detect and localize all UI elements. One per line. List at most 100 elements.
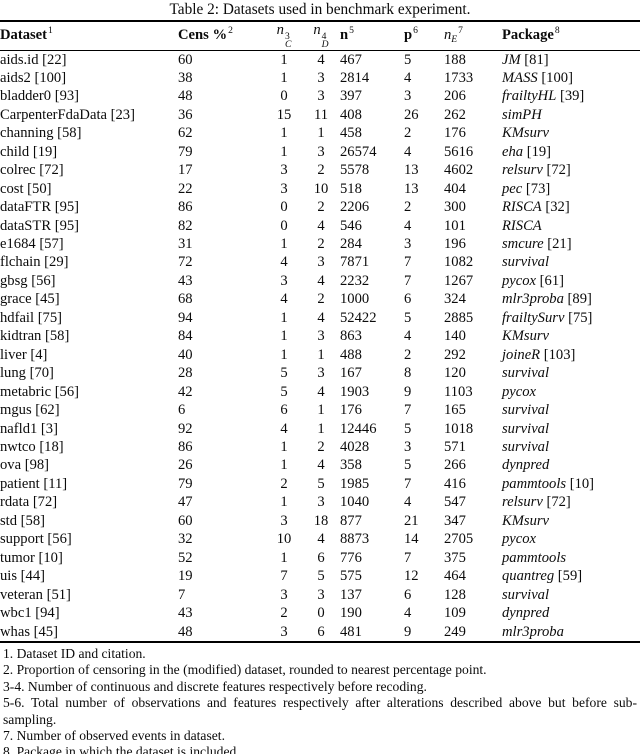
cell-nc: 3	[280, 272, 288, 289]
cell-nc: 1	[280, 69, 288, 86]
cell-package: relsurv [72]	[502, 162, 571, 179]
col-header-n: n5	[340, 21, 404, 51]
cell-p: 2	[404, 125, 412, 142]
cell-nc: 1	[280, 236, 288, 253]
cell-dataset: grace [45]	[0, 291, 60, 308]
cell-ne: 206	[444, 88, 466, 105]
cell-dataset: aids.id [22]	[0, 51, 67, 68]
cell-cens: 48	[178, 623, 193, 640]
package-name: KMsurv	[502, 125, 550, 142]
cell-nc: 1	[280, 457, 288, 474]
cell-package: pycox [61]	[502, 272, 564, 289]
cell-cens: 48	[178, 88, 193, 105]
package-name: frailtySurv	[502, 309, 565, 326]
cell-package: survival	[502, 364, 640, 382]
cell-nd: 2	[317, 291, 325, 308]
cell-nd: 2	[317, 439, 325, 456]
cell-cens: 84	[178, 328, 193, 345]
cell-p: 9	[404, 383, 412, 400]
package-name: pec	[502, 180, 523, 197]
cell-p: 4	[404, 69, 412, 86]
cell-cens: 92	[178, 420, 193, 437]
cell-dataset: cost [50]	[0, 180, 52, 197]
cell-package: JM [81]	[502, 51, 549, 68]
cell-n: 190	[340, 605, 362, 622]
cell-p: 8	[404, 365, 412, 382]
cell-nc: 0	[280, 217, 288, 234]
cell-ne: 416	[444, 475, 466, 492]
cell-nc: 1	[280, 125, 288, 142]
cell-n: 575	[340, 568, 362, 585]
cell-cens: 32	[178, 531, 193, 548]
cell-n: 26574	[340, 143, 377, 160]
cell-p: 12	[404, 568, 419, 585]
table-row: tumor [10] 52 1 6 776 7 375 pammtools	[0, 549, 640, 567]
cell-p: 4	[404, 605, 412, 622]
cell-nd: 3	[317, 494, 325, 511]
cell-p: 7	[404, 254, 412, 271]
cell-p: 6	[404, 291, 412, 308]
cell-nd: 4	[317, 217, 325, 234]
cell-nd: 4	[317, 51, 325, 68]
cell-cens: 7	[178, 586, 186, 603]
cell-cens: 68	[178, 291, 193, 308]
cell-nd: 1	[317, 420, 325, 437]
package-name: simPH	[502, 106, 542, 123]
cell-package: mlr3proba	[502, 623, 640, 642]
cell-nc: 4	[280, 420, 288, 437]
cell-nd: 10	[313, 180, 329, 197]
cell-nc: 3	[280, 623, 288, 640]
table-row: std [58] 60 3 18 877 21 347 KMsurv	[0, 512, 640, 530]
cell-p: 21	[404, 512, 419, 529]
cell-dataset: uis [44]	[0, 568, 45, 585]
package-name: relsurv	[502, 494, 543, 511]
cell-ne: 165	[444, 402, 466, 419]
cell-ne: 176	[444, 125, 466, 142]
cell-dataset: std [58]	[0, 512, 45, 529]
cell-n: 863	[340, 328, 362, 345]
table-row: nwtco [18] 86 1 2 4028 3 571 survival	[0, 438, 640, 456]
cell-n: 176	[340, 402, 362, 419]
cell-dataset: channing [58]	[0, 125, 82, 142]
cell-nc: 1	[280, 328, 288, 345]
cell-package: pycox	[502, 383, 640, 401]
package-name: RISCA	[502, 199, 542, 216]
cell-ne: 347	[444, 512, 466, 529]
cell-package: smcure [21]	[502, 236, 572, 253]
cell-nc: 2	[280, 605, 288, 622]
cell-package: RISCA [32]	[502, 199, 570, 216]
cell-cens: 43	[178, 272, 193, 289]
cell-dataset: wbc1 [94]	[0, 605, 60, 622]
cell-dataset: ova [98]	[0, 457, 50, 474]
cell-n: 2206	[340, 199, 370, 216]
cell-package: KMsurv	[502, 124, 640, 142]
cell-nc: 1	[280, 346, 288, 363]
cell-cens: 62	[178, 125, 193, 142]
cell-ne: 292	[444, 346, 466, 363]
cell-n: 397	[340, 88, 362, 105]
cell-ne: 1082	[444, 254, 474, 271]
cell-n: 488	[340, 346, 362, 363]
cell-dataset: CarpenterFdaData [23]	[0, 106, 135, 123]
package-name: mlr3proba	[502, 291, 564, 308]
cell-nd: 2	[317, 236, 325, 253]
cell-nc: 0	[280, 199, 288, 216]
cell-n: 467	[340, 51, 362, 68]
cell-cens: 79	[178, 143, 193, 160]
cell-n: 167	[340, 365, 362, 382]
package-name: survival	[502, 365, 550, 382]
cell-nd: 6	[317, 623, 325, 640]
cell-nd: 4	[317, 531, 325, 548]
cell-dataset: liver [4]	[0, 346, 48, 363]
cell-nc: 4	[280, 291, 288, 308]
cell-dataset: nafld1 [3]	[0, 420, 58, 437]
cell-p: 2	[404, 346, 412, 363]
table-footnotes: 1. Dataset ID and citation. 2. Proportion…	[0, 646, 640, 754]
cell-dataset: lung [70]	[0, 365, 54, 382]
package-name: smcure	[502, 236, 544, 253]
cell-cens: 36	[178, 106, 193, 123]
cell-p: 5	[404, 420, 412, 437]
cell-p: 5	[404, 51, 412, 68]
cell-nd: 0	[317, 605, 325, 622]
